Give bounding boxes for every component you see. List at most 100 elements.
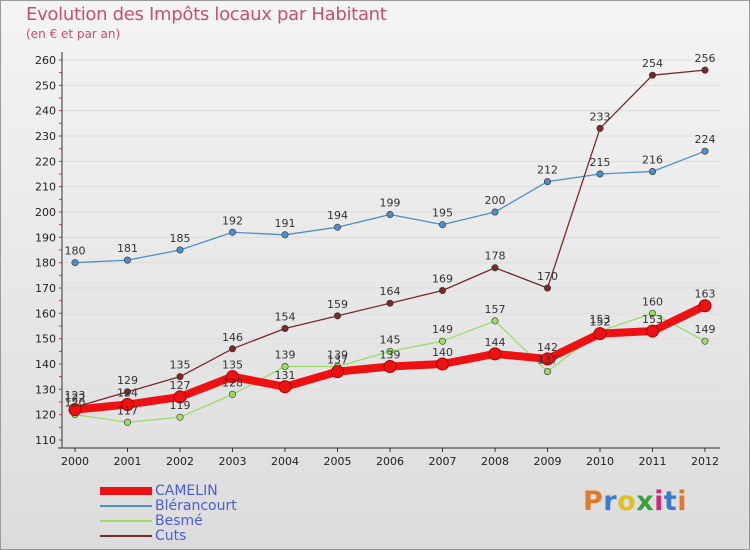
data-point <box>333 312 341 320</box>
data-point <box>491 317 499 325</box>
data-label: 120 <box>65 397 86 410</box>
data-label: 154 <box>275 311 296 324</box>
data-point <box>488 347 502 361</box>
y-tick-label: 250 <box>35 79 56 92</box>
y-tick-label: 200 <box>35 206 56 219</box>
proxiti-logo: Proxiti <box>583 486 687 517</box>
legend-label: Cuts <box>155 528 187 544</box>
data-point <box>543 368 551 376</box>
axes: 110 120 130 140 150 160 170 180 190 200 210 220 230 2… <box>35 52 720 468</box>
y-tick-label: 140 <box>35 358 56 371</box>
data-label: 135 <box>170 359 191 372</box>
chart-title: Evolution des Impôts locaux par Habitant <box>26 4 387 25</box>
y-tick-label: 240 <box>35 105 56 118</box>
data-label: 212 <box>537 164 558 177</box>
data-point <box>648 71 656 79</box>
data-label: 215 <box>590 156 611 169</box>
y-tick-label: 230 <box>35 130 56 143</box>
x-tick-label: 2006 <box>376 455 404 468</box>
data-point <box>543 178 551 186</box>
series-points <box>68 66 712 426</box>
data-point <box>331 365 344 379</box>
x-tick-label: 2008 <box>481 455 509 468</box>
grid-lines <box>62 59 720 441</box>
x-tick-label: 2007 <box>429 455 457 468</box>
data-point <box>68 403 82 417</box>
data-point <box>71 259 79 267</box>
data-label: 233 <box>590 110 611 123</box>
data-point <box>701 66 709 74</box>
data-label: 142 <box>537 341 558 354</box>
data-label: 152 <box>590 316 611 329</box>
y-tick-label: 120 <box>35 409 56 422</box>
data-label: 178 <box>485 250 506 263</box>
data-point <box>176 413 184 421</box>
logo-letter: o <box>617 486 637 517</box>
data-label: 137 <box>327 354 348 367</box>
data-label: 149 <box>432 323 453 336</box>
y-tick-label: 170 <box>35 282 56 295</box>
data-point <box>333 223 341 231</box>
data-label: 254 <box>642 57 663 70</box>
y-tick-label: 130 <box>35 383 56 396</box>
data-label: 140 <box>432 346 453 359</box>
data-label: 131 <box>275 369 296 382</box>
data-point <box>176 246 184 254</box>
data-label: 199 <box>380 197 401 210</box>
data-label: 159 <box>327 298 348 311</box>
y-tick-label: 180 <box>35 257 56 270</box>
x-tick-label: 2004 <box>271 455 299 468</box>
data-label: 146 <box>222 331 243 344</box>
data-point <box>383 360 397 374</box>
data-label: 200 <box>485 194 506 207</box>
data-label: 129 <box>117 374 138 387</box>
data-label: 119 <box>170 399 191 412</box>
data-label: 195 <box>432 207 453 220</box>
data-point <box>596 170 604 178</box>
data-point <box>281 325 289 333</box>
data-point <box>229 390 237 398</box>
data-point <box>701 147 709 155</box>
data-label: 170 <box>537 270 558 283</box>
data-label: 137 <box>537 354 558 367</box>
x-tick-label: 2003 <box>219 455 247 468</box>
data-point <box>491 264 499 272</box>
x-tick-label: 2010 <box>586 455 614 468</box>
logo-letter: r <box>603 486 618 517</box>
legend-swatch <box>100 505 152 507</box>
data-point <box>121 398 134 412</box>
y-tick-label: 150 <box>35 333 56 346</box>
data-point <box>438 337 446 345</box>
data-point <box>173 390 187 404</box>
data-label: 192 <box>222 214 243 227</box>
data-point <box>593 327 607 341</box>
data-label: 194 <box>327 209 348 222</box>
data-label: 124 <box>117 387 138 400</box>
data-label: 128 <box>222 376 243 389</box>
data-label: 185 <box>170 232 191 245</box>
data-point <box>278 380 292 394</box>
data-label: 139 <box>327 349 348 362</box>
data-label: 139 <box>275 349 296 362</box>
logo-letter: i <box>677 486 688 517</box>
x-tick-label: 2012 <box>691 455 719 468</box>
data-point <box>386 211 394 219</box>
x-tick-label: 2002 <box>166 455 194 468</box>
y-tick-label: 190 <box>35 231 56 244</box>
data-point <box>436 357 449 371</box>
data-point <box>541 352 554 366</box>
data-point <box>124 256 132 264</box>
data-label: 216 <box>642 153 663 166</box>
data-label: 135 <box>222 359 243 372</box>
data-point <box>646 324 659 338</box>
data-label: 123 <box>65 389 86 402</box>
data-point <box>648 167 656 175</box>
data-label: 169 <box>432 273 453 286</box>
data-point <box>386 299 394 307</box>
chart-subtitle: (en € et par an) <box>26 27 121 41</box>
data-point <box>701 337 709 345</box>
x-tick-label: 2001 <box>114 455 142 468</box>
data-label: 153 <box>590 313 611 326</box>
